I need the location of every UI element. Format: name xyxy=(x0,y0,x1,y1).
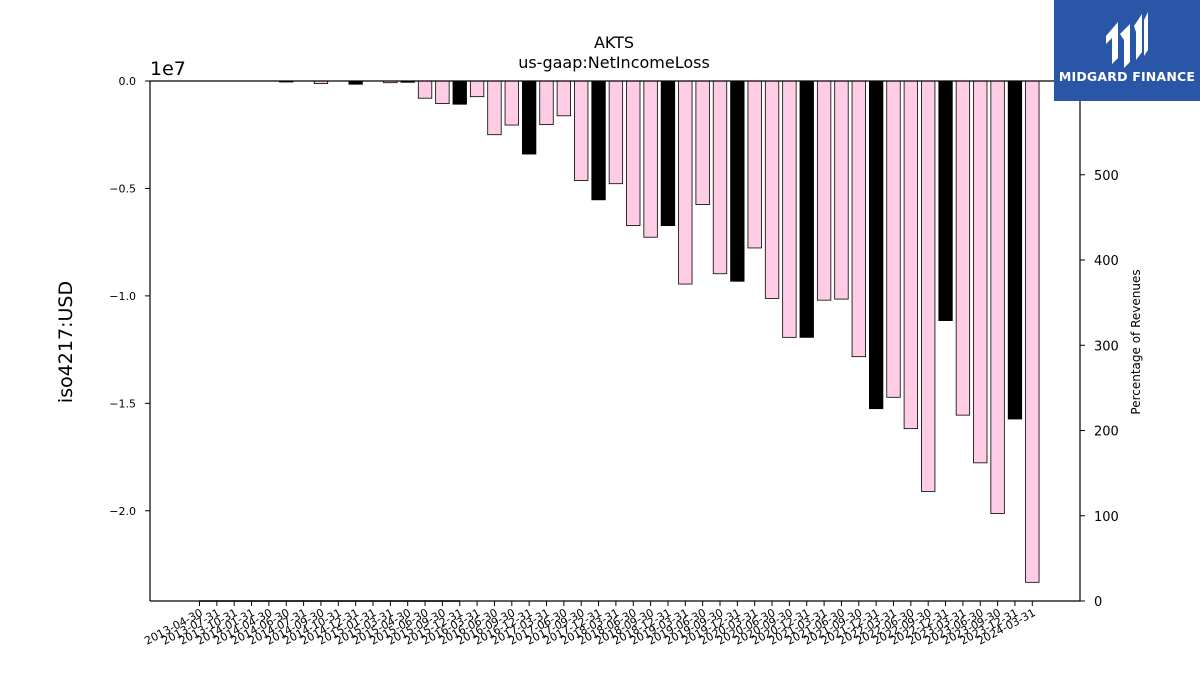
bar xyxy=(886,80,901,398)
y2-tick-label: 400 xyxy=(1094,254,1119,269)
bar xyxy=(955,80,971,416)
bar xyxy=(747,80,762,249)
y-tick-label: −2.0 xyxy=(109,505,136,518)
y2-axis-label: Percentage of Revenues xyxy=(1129,269,1143,414)
bar xyxy=(1025,80,1040,583)
bar xyxy=(574,80,589,181)
bar xyxy=(608,80,624,185)
bar xyxy=(1007,80,1023,420)
bar xyxy=(643,80,658,238)
y-tick-label: 0.0 xyxy=(119,75,137,88)
y-axis-label: iso4217:USD xyxy=(55,281,77,403)
bar xyxy=(799,80,814,338)
y-tick-label: −0.5 xyxy=(109,182,136,195)
bar xyxy=(834,80,849,300)
bar xyxy=(851,80,866,358)
bar xyxy=(764,80,780,299)
chart-subtitle: us-gaap:NetIncomeLoss xyxy=(518,53,710,72)
logo-text: MIDGARD FINANCE xyxy=(1058,69,1196,84)
bar xyxy=(730,80,745,282)
bar xyxy=(678,80,693,285)
bar xyxy=(973,80,988,464)
axes: 0.0−0.5−1.0−1.5−2.001002003004005002013-… xyxy=(109,75,1119,648)
bar xyxy=(626,80,641,227)
labels: AKTS us-gaap:NetIncomeLoss 1e7 iso4217:U… xyxy=(55,33,1143,415)
bar xyxy=(695,80,710,205)
chart-title: AKTS xyxy=(594,33,634,52)
y2-tick-label: 200 xyxy=(1094,425,1119,440)
y2-tick-label: 100 xyxy=(1094,510,1119,525)
y2-tick-label: 500 xyxy=(1094,169,1119,184)
bar xyxy=(522,80,537,155)
bar xyxy=(869,80,884,410)
bar xyxy=(539,80,554,126)
bar xyxy=(435,80,450,104)
bar xyxy=(990,80,1005,514)
y-tick-label: −1.0 xyxy=(109,290,136,303)
y-offset-label: 1e7 xyxy=(150,58,186,80)
bar xyxy=(660,80,676,227)
bar xyxy=(903,80,918,430)
y2-tick-label: 300 xyxy=(1094,339,1119,354)
bar xyxy=(504,80,519,126)
bar xyxy=(556,80,571,117)
y-tick-label: −1.5 xyxy=(109,397,136,410)
bar xyxy=(591,80,606,201)
bar xyxy=(417,80,433,99)
bar xyxy=(469,80,485,98)
bar xyxy=(782,80,797,338)
bar xyxy=(816,80,832,301)
bar xyxy=(938,80,953,321)
logo: MIDGARD FINANCE xyxy=(1054,0,1200,101)
bar xyxy=(921,80,936,492)
bar xyxy=(487,80,502,136)
bar xyxy=(712,80,728,275)
bars xyxy=(279,80,1040,583)
bar xyxy=(452,80,467,105)
midgard-logo-icon xyxy=(1054,0,1200,101)
y2-tick-label: 0 xyxy=(1094,595,1102,610)
